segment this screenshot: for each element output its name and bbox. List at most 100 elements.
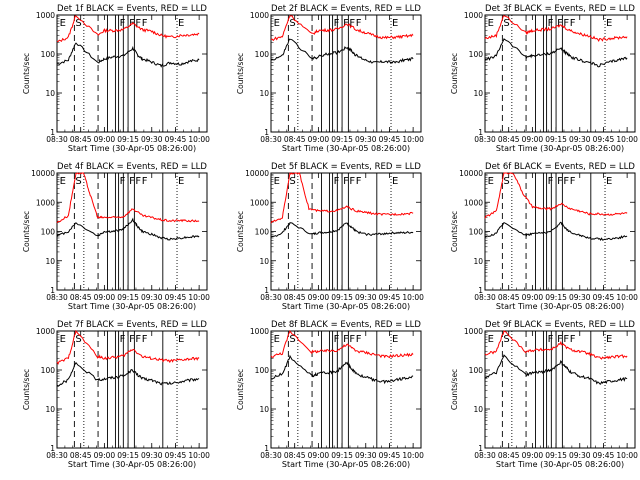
- x-tick-label: 09:45: [593, 451, 615, 460]
- x-tick-label: 09:15: [331, 135, 353, 144]
- panel-title: Det 7f BLACK = Events, RED = LLD: [57, 320, 207, 330]
- segment-letter: E: [60, 334, 66, 345]
- y-axis-label: Counts/sec: [22, 53, 31, 94]
- series-lld: [56, 329, 200, 365]
- x-tick-label: 09:45: [593, 293, 615, 302]
- panel-det-5: Det 5f BLACK = Events, RED = LLD 08:30 08:…: [236, 162, 424, 311]
- x-tick-label: 10:00: [616, 135, 638, 144]
- x-axis-label: Start Time (30-Apr-05 08:26:00): [496, 144, 624, 153]
- segment-letter: F: [129, 334, 135, 345]
- panel-det-7: Det 7f BLACK = Events, RED = LLD 08:30 08:…: [22, 320, 210, 469]
- y-tick-label: 1: [264, 128, 269, 137]
- segment-letter: F: [349, 18, 355, 29]
- segment-letter: F: [563, 334, 569, 345]
- y-tick-label: 1: [478, 128, 483, 137]
- x-tick-label: 09:00: [522, 451, 544, 460]
- segment-letter: S: [75, 176, 81, 187]
- segment-letter: F: [557, 176, 563, 187]
- x-tick-label: 09:30: [141, 135, 163, 144]
- x-tick-label: 09:30: [141, 293, 163, 302]
- x-tick-label: 08:30: [474, 293, 496, 302]
- segment-letter: F: [120, 334, 126, 345]
- segment-letter: S: [503, 176, 509, 187]
- y-axis-label: Counts/sec: [236, 53, 245, 94]
- y-tick-label: 1000: [250, 11, 269, 20]
- y-axis-label: Counts/sec: [236, 211, 245, 252]
- x-tick-label: 09:30: [355, 293, 377, 302]
- segment-letter: S: [289, 176, 295, 187]
- segment-letter: E: [392, 18, 398, 29]
- y-tick-label: 100: [255, 50, 270, 59]
- panel-title: Det 5f BLACK = Events, RED = LLD: [271, 162, 421, 172]
- panel-title: Det 9f BLACK = Events, RED = LLD: [485, 320, 635, 330]
- segment-letter: E: [274, 334, 280, 345]
- segment-letter: F: [120, 176, 126, 187]
- x-tick-label: 10:00: [188, 135, 210, 144]
- y-tick-label: 1000: [36, 11, 55, 20]
- y-tick-label: 1000: [36, 327, 55, 336]
- y-tick-label: 10000: [245, 169, 269, 178]
- x-tick-label: 08:45: [70, 135, 92, 144]
- x-tick-label: 08:30: [46, 135, 68, 144]
- plot-frame: [484, 172, 636, 291]
- x-tick-label: 09:00: [522, 135, 544, 144]
- y-axis-label: Counts/sec: [450, 53, 459, 94]
- x-tick-label: 10:00: [402, 135, 424, 144]
- y-tick-label: 1000: [464, 11, 483, 20]
- segment-letter: E: [606, 18, 612, 29]
- plot-frame: [56, 172, 208, 291]
- y-tick-label: 1000: [464, 327, 483, 336]
- x-tick-label: 09:00: [522, 293, 544, 302]
- x-tick-label: 08:45: [70, 451, 92, 460]
- series-events: [56, 361, 200, 387]
- segment-letter: S: [503, 18, 509, 29]
- x-axis-label: Start Time (30-Apr-05 08:26:00): [496, 302, 624, 311]
- panel-title: Det 4f BLACK = Events, RED = LLD: [57, 162, 207, 172]
- panel-title: Det 6f BLACK = Events, RED = LLD: [485, 162, 635, 172]
- x-tick-label: 09:00: [94, 135, 116, 144]
- y-axis-label: Counts/sec: [450, 369, 459, 410]
- y-tick-label: 10: [473, 405, 483, 414]
- x-tick-label: 08:45: [284, 293, 306, 302]
- x-tick-label: 09:15: [331, 293, 353, 302]
- segment-letter: F: [563, 176, 569, 187]
- y-tick-label: 1: [50, 128, 55, 137]
- segment-letter: S: [75, 18, 81, 29]
- segment-letter: F: [563, 18, 569, 29]
- segment-letter: F: [343, 334, 349, 345]
- x-tick-label: 09:45: [379, 451, 401, 460]
- y-tick-label: 1000: [250, 198, 269, 207]
- segment-letter: F: [343, 176, 349, 187]
- plot-frame: [484, 330, 636, 449]
- y-tick-label: 100: [41, 228, 56, 237]
- segment-letter: F: [142, 18, 148, 29]
- segment-letter: F: [557, 18, 563, 29]
- x-tick-label: 08:30: [260, 135, 282, 144]
- segment-letter: F: [349, 334, 355, 345]
- y-tick-label: 1: [264, 444, 269, 453]
- x-tick-label: 09:15: [117, 135, 139, 144]
- series-lld: [484, 330, 628, 360]
- panel-det-4: Det 4f BLACK = Events, RED = LLD 08:30 08:…: [22, 162, 210, 311]
- y-tick-label: 10: [45, 405, 55, 414]
- plot-frame: [270, 330, 422, 449]
- y-tick-label: 10: [259, 257, 269, 266]
- series-events: [56, 217, 200, 241]
- segment-letter: F: [356, 176, 362, 187]
- segment-letter: E: [274, 176, 280, 187]
- x-tick-label: 09:30: [569, 451, 591, 460]
- x-tick-label: 10:00: [616, 451, 638, 460]
- x-tick-label: 09:15: [545, 135, 567, 144]
- y-tick-label: 1000: [36, 198, 55, 207]
- segment-letter: E: [392, 334, 398, 345]
- y-axis-label: Counts/sec: [236, 369, 245, 410]
- x-tick-label: 09:45: [165, 135, 187, 144]
- x-tick-label: 09:30: [569, 293, 591, 302]
- x-tick-label: 09:15: [117, 293, 139, 302]
- segment-letter: F: [135, 18, 141, 29]
- segment-letter: F: [349, 176, 355, 187]
- x-tick-label: 09:30: [355, 451, 377, 460]
- panel-det-6: Det 6f BLACK = Events, RED = LLD 08:30 08:…: [450, 162, 638, 311]
- x-tick-label: 09:45: [379, 293, 401, 302]
